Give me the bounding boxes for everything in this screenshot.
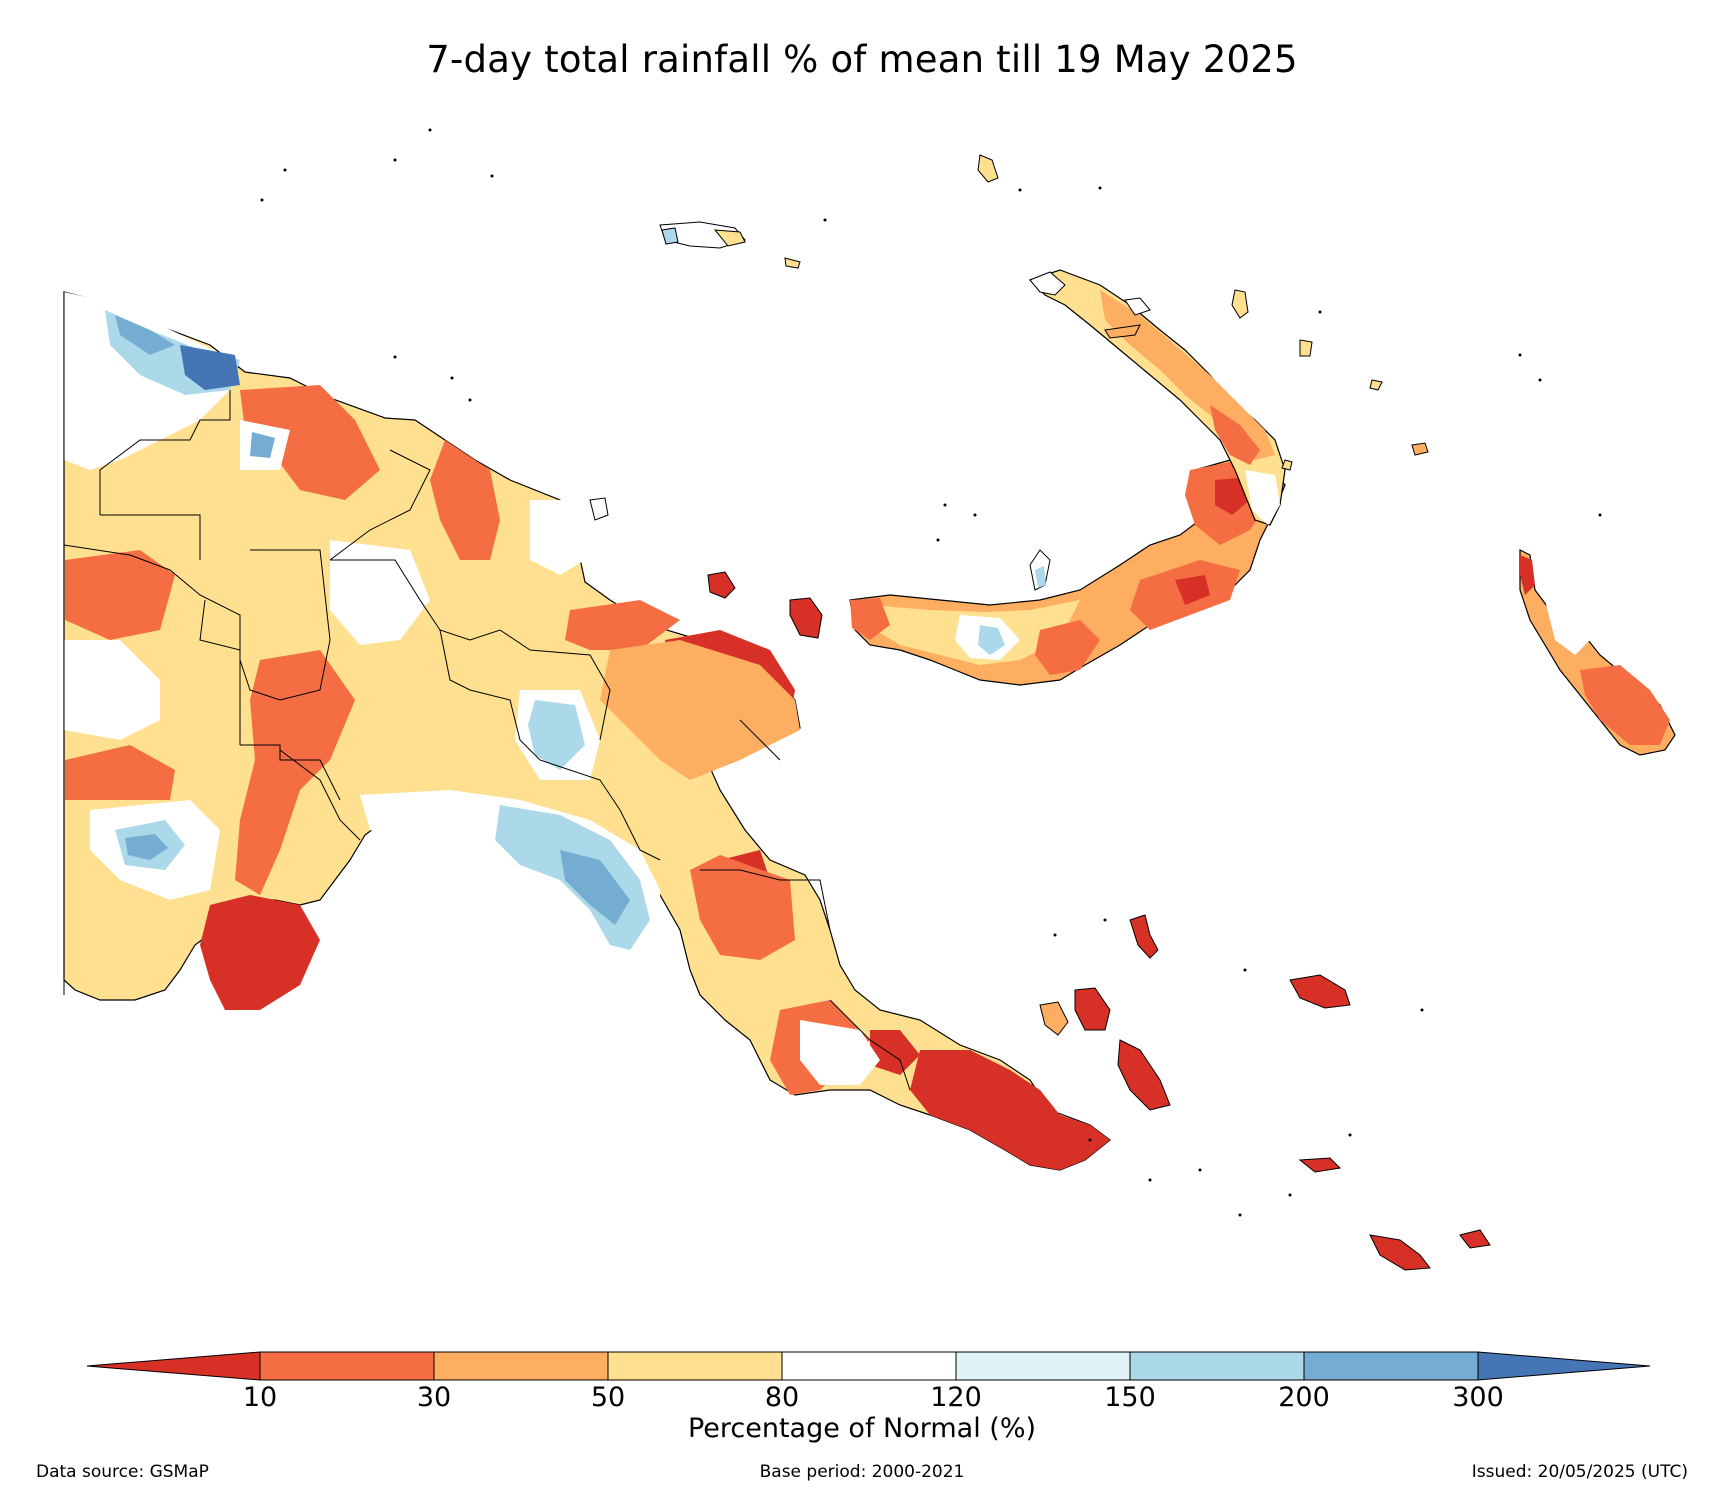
colorbar-120-150	[955, 1351, 1131, 1381]
colorbar-label: Percentage of Normal (%)	[687, 1413, 1037, 1444]
islets	[260, 128, 1602, 1217]
tick-label: 30	[416, 1382, 452, 1413]
issued-date: Issued: 20/05/2025 (UTC)	[1471, 1462, 1688, 1482]
colorbar	[86, 1351, 1651, 1381]
manus-islands	[589, 154, 1429, 521]
colorbar-80-120	[781, 1351, 957, 1381]
tick-label: 120	[930, 1382, 982, 1413]
rainfall-map	[63, 128, 1676, 1271]
base-period: Base period: 2000-2021	[759, 1462, 965, 1482]
colorbar-above-300	[1477, 1351, 1651, 1381]
new-britain	[849, 459, 1286, 686]
colorbar-50-80	[607, 1351, 783, 1381]
colorbar-150-200	[1129, 1351, 1305, 1381]
tick-label: 50	[590, 1382, 626, 1413]
colorbar-200-300	[1303, 1351, 1479, 1381]
red-islands	[707, 571, 1491, 1271]
tick-label: 200	[1278, 1382, 1330, 1413]
map-title: 7-day total rainfall % of mean till 19 M…	[426, 38, 1298, 81]
tick-label: 150	[1104, 1382, 1156, 1413]
mainland	[63, 291, 1111, 1171]
colorbar-below-10	[86, 1351, 261, 1381]
colorbar-30-50	[433, 1351, 609, 1381]
tick-label: 80	[764, 1382, 800, 1413]
colorbar-10-30	[259, 1351, 435, 1381]
bougainville	[1519, 549, 1676, 756]
tick-label: 300	[1452, 1382, 1504, 1413]
new-ireland	[1028, 269, 1286, 526]
tick-label: 10	[242, 1382, 278, 1413]
data-source: Data source: GSMaP	[36, 1462, 209, 1482]
